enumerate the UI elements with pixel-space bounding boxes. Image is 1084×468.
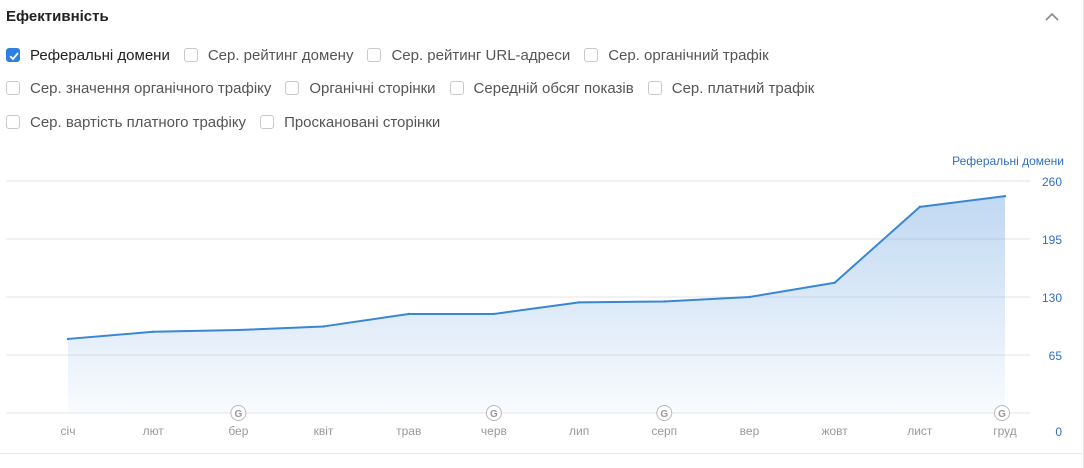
y-axis-series-title: Реферальні домени [952, 154, 1064, 168]
y-tick-label: 0 [1055, 425, 1062, 439]
google-update-marker[interactable]: G [656, 405, 673, 421]
x-tick-label: трав [396, 424, 421, 438]
filter-avg-organic-traffic[interactable]: Сер. органічний трафік [584, 46, 769, 64]
filter-row-1: Реферальні домени Сер. рейтинг домену Се… [6, 44, 783, 66]
performance-chart: G G G G 0 65 130 195 260 січ лют бер квіт трав черв ли… [6, 175, 1063, 439]
checkbox[interactable] [449, 81, 464, 95]
data-point [748, 295, 751, 299]
data-point [833, 281, 836, 284]
filter-avg-url-rating[interactable]: Сер. рейтинг URL-адреси [367, 47, 570, 64]
data-point [492, 312, 496, 316]
panel-bottom-border [0, 453, 1084, 454]
filter-label: Реферальні домени [30, 46, 170, 64]
filter-label: Сер. рейтинг URL-адреси [391, 46, 571, 64]
google-update-marker[interactable]: G [994, 405, 1010, 421]
y-tick-label: 195 [1042, 233, 1062, 247]
google-g-icon [230, 405, 247, 421]
x-tick-label: черв [481, 424, 507, 438]
x-tick-label: лют [143, 424, 165, 438]
data-point [151, 330, 155, 333]
collapse-button[interactable] [1040, 6, 1064, 28]
filter-row-2: Сер. значення органічного трафіку Органі… [6, 77, 828, 99]
x-tick-label: вер [740, 424, 760, 438]
data-point [66, 337, 70, 341]
filter-label: Сер. платний трафік [671, 79, 815, 97]
panel-title: Ефективність [6, 8, 109, 25]
filter-label: Сер. значення органічного трафіку [30, 79, 272, 97]
data-point [1003, 194, 1007, 198]
x-tick-label: квіт [314, 424, 334, 438]
filter-label: Проскановані сторінки [284, 113, 441, 131]
series-area-referring-domains [68, 196, 1005, 413]
marker-label: G [490, 409, 498, 420]
x-tick-label: жовт [821, 424, 848, 438]
y-tick-label: 260 [1042, 175, 1062, 189]
google-update-marker[interactable]: G [485, 405, 502, 421]
data-point [663, 300, 666, 303]
google-g-icon [656, 405, 673, 421]
x-tick-label: лип [569, 424, 589, 438]
data-point [918, 205, 922, 209]
filter-label: Сер. вартість платного трафіку [30, 113, 247, 131]
series-line-referring-domains [67, 195, 1006, 340]
data-point [237, 328, 240, 332]
filter-label: Сер. рейтинг домену [207, 46, 354, 64]
filter-avg-domain-rating[interactable]: Сер. рейтинг домену [183, 46, 354, 64]
checkbox[interactable] [6, 115, 20, 129]
filter-label: Середній обсяг показів [473, 79, 634, 97]
chevron-up-icon [1045, 12, 1059, 21]
checkbox[interactable] [367, 48, 382, 62]
checkmark-icon [9, 52, 19, 61]
filter-organic-pages[interactable]: Органічні сторінки [285, 79, 436, 97]
filter-avg-organic-traffic-value[interactable]: Сер. значення органічного трафіку [6, 80, 271, 97]
checkbox[interactable] [6, 81, 20, 95]
filter-avg-impressions[interactable]: Середній обсяг показів [449, 79, 634, 97]
filter-label: Органічні сторінки [309, 79, 436, 97]
filter-avg-paid-traffic[interactable]: Сер. платний трафік [647, 79, 815, 97]
checkbox[interactable] [285, 81, 300, 95]
filter-crawled-pages[interactable]: Проскановані сторінки [260, 114, 440, 131]
checkbox[interactable] [183, 48, 198, 62]
google-update-marker[interactable]: G [230, 405, 247, 421]
filter-label: Сер. органічний трафік [608, 46, 769, 64]
data-point [577, 301, 581, 304]
x-tick-label: січ [61, 424, 76, 438]
checkbox[interactable] [584, 48, 599, 62]
filter-avg-paid-traffic-cost[interactable]: Сер. вартість платного трафіку [6, 114, 246, 131]
data-point [322, 325, 325, 328]
marker-label: G [234, 409, 242, 420]
checkbox[interactable] [647, 81, 662, 95]
filter-row-3: Сер. вартість платного трафіку Просканов… [6, 111, 454, 133]
x-tick-label: лист [907, 424, 933, 438]
checkbox[interactable] [6, 48, 20, 62]
y-tick-label: 130 [1042, 291, 1062, 305]
y-tick-label: 65 [1049, 349, 1063, 363]
x-tick-label: груд [993, 424, 1017, 438]
x-tick-label: бер [228, 424, 248, 438]
marker-label: G [998, 409, 1006, 420]
marker-label: G [660, 409, 668, 420]
filter-referring-domains[interactable]: Реферальні домени [6, 47, 170, 64]
google-g-icon [485, 405, 502, 421]
google-g-icon [994, 405, 1010, 421]
data-point [407, 312, 410, 316]
checkbox[interactable] [260, 115, 275, 129]
x-tick-label: серп [651, 424, 677, 438]
